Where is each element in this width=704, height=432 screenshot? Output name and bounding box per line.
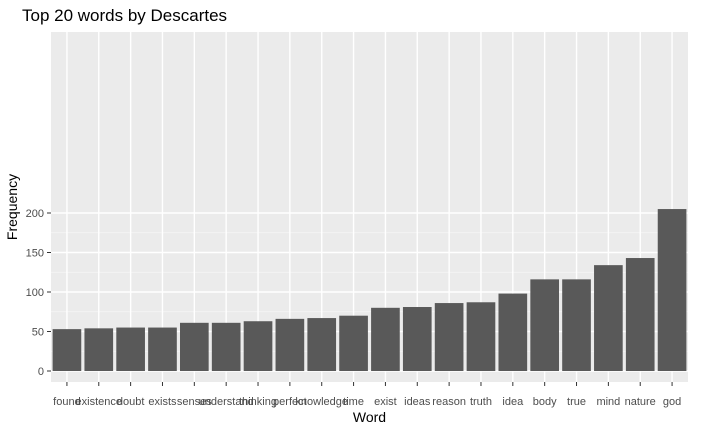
bar-nature xyxy=(625,258,655,371)
y-tick-label: 100 xyxy=(26,287,44,299)
x-tick-label: idea xyxy=(502,396,524,408)
x-tick-label: knowledge xyxy=(295,396,348,408)
bar-reason xyxy=(434,303,464,371)
x-tick-label: senses xyxy=(177,396,212,408)
bar-ideas xyxy=(402,307,432,371)
x-tick-label: existence xyxy=(76,396,122,408)
x-axis-title: Word xyxy=(353,409,386,425)
x-tick-label: mind xyxy=(596,396,620,408)
bar-existence xyxy=(84,328,114,371)
bar-time xyxy=(339,315,368,371)
bar-understand xyxy=(211,322,241,371)
x-tick-label: body xyxy=(533,396,557,408)
y-tick-label: 50 xyxy=(32,327,44,339)
x-tick-label: nature xyxy=(625,396,656,408)
x-tick-label: reason xyxy=(432,396,466,408)
plot-panel xyxy=(51,32,688,382)
bar-exists xyxy=(148,327,177,371)
bar-senses xyxy=(179,322,209,371)
x-tick-label: understand xyxy=(199,396,254,408)
y-tick-label: 200 xyxy=(26,208,44,220)
x-tick-label: truth xyxy=(470,396,492,408)
bar-mind xyxy=(594,265,623,371)
bar-truth xyxy=(466,302,496,371)
bar-perfect xyxy=(275,318,305,371)
x-tick-label: true xyxy=(567,396,586,408)
y-tick-label: 0 xyxy=(38,366,44,378)
bar-idea xyxy=(498,293,528,371)
x-tick-label: time xyxy=(343,396,364,408)
x-tick-label: ideas xyxy=(404,396,431,408)
chart-title: Top 20 words by Descartes xyxy=(22,6,227,25)
x-tick-label: god xyxy=(663,396,681,408)
bar-god xyxy=(657,209,687,371)
y-tick-label: 150 xyxy=(26,248,44,260)
bar-found xyxy=(52,329,82,371)
x-tick-label: exist xyxy=(374,396,397,408)
bar-thinking xyxy=(243,321,273,371)
x-tick-label: found xyxy=(53,396,81,408)
x-tick-label: exists xyxy=(148,396,177,408)
bar-exist xyxy=(371,307,400,371)
bars xyxy=(52,209,687,371)
x-tick-label: perfect xyxy=(273,396,307,408)
bar-body xyxy=(530,279,560,371)
x-tick-label: thinking xyxy=(239,396,277,408)
bar-true xyxy=(562,279,591,371)
y-axis-title: Frequency xyxy=(4,174,20,240)
y-axis: 0 50 100 150 200 xyxy=(26,208,51,378)
bar-knowledge xyxy=(307,318,337,371)
x-tick-label: doubt xyxy=(117,396,145,408)
bar-doubt xyxy=(116,327,145,371)
